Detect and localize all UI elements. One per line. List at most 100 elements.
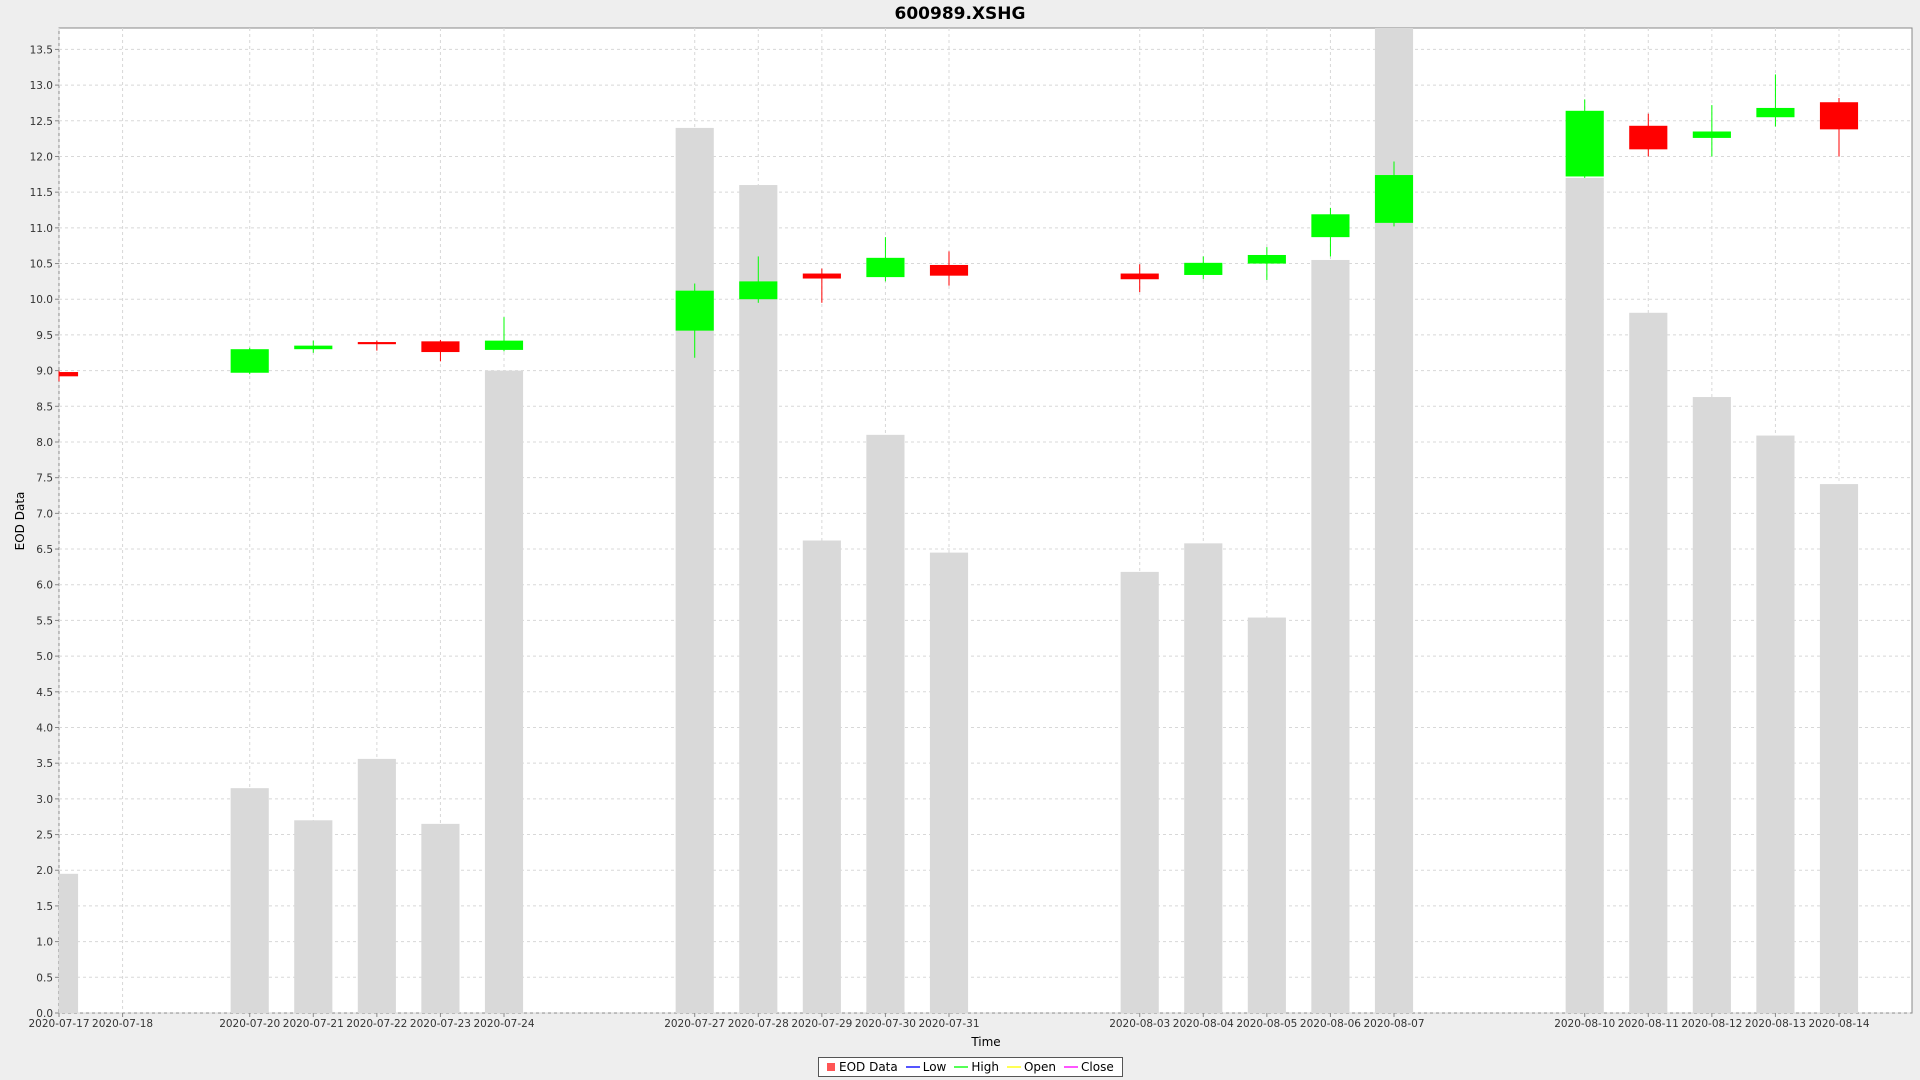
x-tick-label: 2020-07-30 xyxy=(855,1018,916,1030)
legend-label: Close xyxy=(1081,1060,1114,1074)
x-tick-label: 2020-07-24 xyxy=(473,1018,534,1030)
x-axis-label: Time xyxy=(970,1035,1000,1049)
legend-label: High xyxy=(971,1060,999,1074)
x-tick-label: 2020-08-06 xyxy=(1300,1018,1361,1030)
candle-body xyxy=(1374,175,1414,223)
candle-body xyxy=(1819,102,1859,130)
x-tick-label: 2020-08-04 xyxy=(1173,1018,1234,1030)
legend-item: Close xyxy=(1064,1060,1114,1074)
y-tick-label: 12.5 xyxy=(30,116,53,128)
y-axis-label: EOD Data xyxy=(13,492,27,551)
candle-body xyxy=(1120,273,1159,280)
y-tick-label: 9.0 xyxy=(36,366,53,378)
y-tick-label: 13.0 xyxy=(30,80,53,92)
candle-body xyxy=(294,345,333,350)
candle-body xyxy=(59,372,79,377)
candle-body xyxy=(1311,214,1350,238)
x-tick-label: 2020-08-13 xyxy=(1745,1018,1806,1030)
y-tick-label: 1.5 xyxy=(36,901,53,913)
x-tick-label: 2020-07-22 xyxy=(346,1018,407,1030)
volume-bar xyxy=(1756,435,1795,1013)
volume-bar xyxy=(230,788,269,1013)
y-tick-label: 9.5 xyxy=(36,330,53,342)
volume-bar xyxy=(739,185,778,1013)
y-tick-label: 10.0 xyxy=(30,294,53,306)
volume-bar xyxy=(1184,543,1223,1013)
y-tick-label: 4.5 xyxy=(36,687,53,699)
x-tick-label: 2020-08-11 xyxy=(1618,1018,1679,1030)
legend-swatch xyxy=(1064,1066,1079,1068)
y-tick-label: 8.5 xyxy=(36,401,53,413)
x-tick-label: 2020-08-14 xyxy=(1808,1018,1869,1030)
candle-body xyxy=(802,273,841,279)
x-tick-label: 2020-07-29 xyxy=(791,1018,852,1030)
x-tick-label: 2020-07-23 xyxy=(410,1018,471,1030)
legend-item: Open xyxy=(1006,1060,1057,1074)
volume-bar xyxy=(675,127,714,1013)
volume-bar xyxy=(1311,259,1350,1014)
legend-item: EOD Data xyxy=(827,1060,898,1074)
x-axis: 2020-07-17 2020-07-18 2020-07-20 2020-07-21… xyxy=(28,1013,1870,1030)
y-tick-label: 3.5 xyxy=(36,758,53,770)
y-tick-label: 6.5 xyxy=(36,544,53,556)
y-tick-label: 12.0 xyxy=(30,151,53,163)
volume-bar xyxy=(1819,484,1859,1013)
legend-swatch xyxy=(905,1066,920,1068)
volume-bar xyxy=(866,434,905,1013)
candle-body xyxy=(1247,254,1286,264)
y-tick-label: 1.0 xyxy=(36,937,53,949)
x-tick-label: 2020-08-12 xyxy=(1681,1018,1742,1030)
y-tick-label: 11.0 xyxy=(30,223,53,235)
x-tick-label: 2020-07-28 xyxy=(728,1018,789,1030)
volume-bar xyxy=(421,823,460,1013)
x-tick-label: 2020-08-07 xyxy=(1363,1018,1424,1030)
candle-body xyxy=(357,342,396,345)
y-tick-label: 2.5 xyxy=(36,830,53,842)
y-tick-label: 11.5 xyxy=(30,187,53,199)
y-tick-label: 3.0 xyxy=(36,794,53,806)
legend: EOD Data Low High Open Close xyxy=(818,1057,1123,1077)
volume-bar xyxy=(294,820,333,1013)
candle-body xyxy=(484,340,524,350)
x-tick-label: 2020-08-05 xyxy=(1236,1018,1297,1030)
volume-bar xyxy=(929,552,969,1013)
x-tick-label: 2020-07-17 xyxy=(28,1018,89,1030)
volume-bar xyxy=(357,758,396,1013)
volume-bar xyxy=(59,873,79,1013)
y-tick-label: 8.0 xyxy=(36,437,53,449)
y-tick-label: 4.0 xyxy=(36,722,53,734)
legend-label: EOD Data xyxy=(839,1060,898,1074)
volume-bar xyxy=(1565,177,1604,1014)
y-tick-label: 5.0 xyxy=(36,651,53,663)
x-tick-label: 2020-08-03 xyxy=(1109,1018,1170,1030)
candle-body xyxy=(1756,107,1795,118)
x-tick-label: 2020-07-20 xyxy=(219,1018,280,1030)
y-tick-label: 7.0 xyxy=(36,508,53,520)
legend-swatch xyxy=(954,1066,969,1068)
legend-swatch xyxy=(827,1063,835,1071)
legend-item: Low xyxy=(905,1060,946,1074)
y-axis: 0.0 0.5 1.0 1.5 2.0 2.5 3.0 3.5 4.0 4.5 5.0 5.5 6.0 6… xyxy=(30,44,59,1020)
y-tick-label: 10.5 xyxy=(30,259,53,271)
volume-bar xyxy=(1120,571,1159,1013)
y-tick-label: 0.0 xyxy=(36,1008,53,1020)
candle-body xyxy=(421,341,460,353)
volume-bar xyxy=(484,370,524,1013)
x-tick-label: 2020-07-18 xyxy=(92,1018,153,1030)
y-tick-label: 2.0 xyxy=(36,865,53,877)
candle-body xyxy=(1629,125,1668,150)
y-tick-label: 13.5 xyxy=(30,44,53,56)
legend-label: Open xyxy=(1023,1060,1057,1074)
x-tick-label: 2020-07-21 xyxy=(283,1018,344,1030)
candle-body xyxy=(1184,262,1223,275)
y-tick-label: 5.5 xyxy=(36,615,53,627)
chart-title: 600989.XSHG xyxy=(895,4,1026,24)
volume-bar xyxy=(1247,617,1286,1013)
candle-body xyxy=(675,290,714,331)
candle-body xyxy=(230,349,269,373)
candle-body xyxy=(866,257,905,278)
candle-body xyxy=(1565,110,1604,177)
candle-body xyxy=(929,264,969,276)
y-tick-label: 7.5 xyxy=(36,473,53,485)
